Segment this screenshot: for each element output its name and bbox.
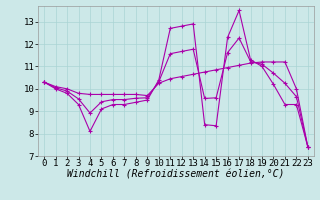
X-axis label: Windchill (Refroidissement éolien,°C): Windchill (Refroidissement éolien,°C) (67, 170, 285, 180)
